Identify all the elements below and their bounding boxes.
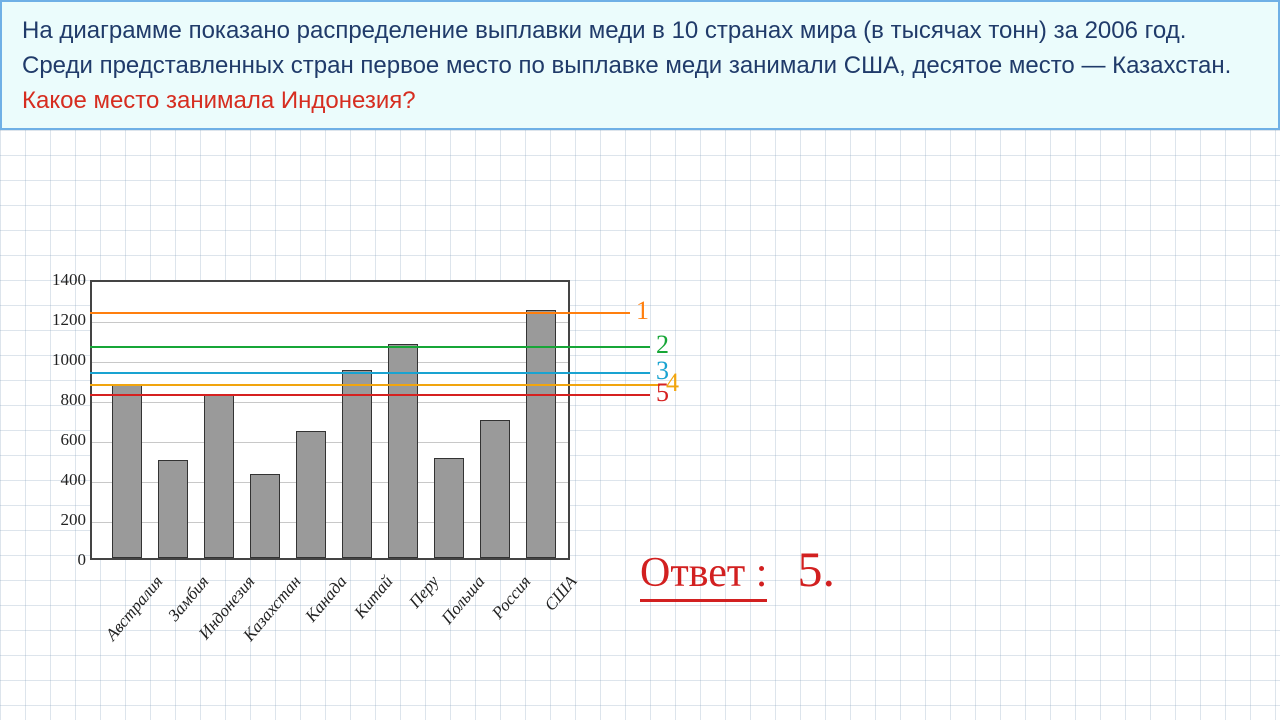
y-tick-label: 600 bbox=[30, 430, 86, 450]
gridline bbox=[92, 362, 568, 363]
gridline bbox=[92, 322, 568, 323]
bar bbox=[342, 370, 372, 558]
y-tick-label: 400 bbox=[30, 470, 86, 490]
bar bbox=[112, 384, 142, 558]
y-tick-label: 1000 bbox=[30, 350, 86, 370]
question-box: На диаграмме показано распределение выпл… bbox=[0, 0, 1280, 130]
annotation-line bbox=[90, 312, 630, 314]
annotation-rank-label: 1 bbox=[636, 296, 649, 326]
y-tick-label: 200 bbox=[30, 510, 86, 530]
answer-label: Ответ : bbox=[640, 549, 767, 602]
bar bbox=[158, 460, 188, 558]
y-tick-label: 1200 bbox=[30, 310, 86, 330]
answer-note: Ответ : 5. bbox=[640, 540, 835, 602]
annotation-line bbox=[90, 384, 660, 386]
question-main-text: На диаграмме показано распределение выпл… bbox=[22, 17, 1231, 79]
plot-area bbox=[90, 280, 570, 560]
answer-value: 5. bbox=[797, 540, 835, 598]
y-tick-label: 1400 bbox=[30, 270, 86, 290]
bar bbox=[434, 458, 464, 558]
bar bbox=[480, 420, 510, 558]
annotation-rank-label: 5 bbox=[656, 378, 669, 408]
question-accent-text: Какое место занимала Индонезия? bbox=[22, 87, 416, 114]
bar bbox=[296, 431, 326, 558]
annotation-line bbox=[90, 346, 650, 348]
bar bbox=[204, 394, 234, 558]
bar bbox=[388, 344, 418, 558]
bar bbox=[250, 474, 280, 558]
y-tick-label: 800 bbox=[30, 390, 86, 410]
bar-chart: 0200400600800100012001400 АвстралияЗамби… bbox=[30, 280, 590, 680]
gridline bbox=[92, 402, 568, 403]
annotation-line bbox=[90, 394, 650, 396]
annotation-line bbox=[90, 372, 650, 374]
y-tick-label: 0 bbox=[30, 550, 86, 570]
